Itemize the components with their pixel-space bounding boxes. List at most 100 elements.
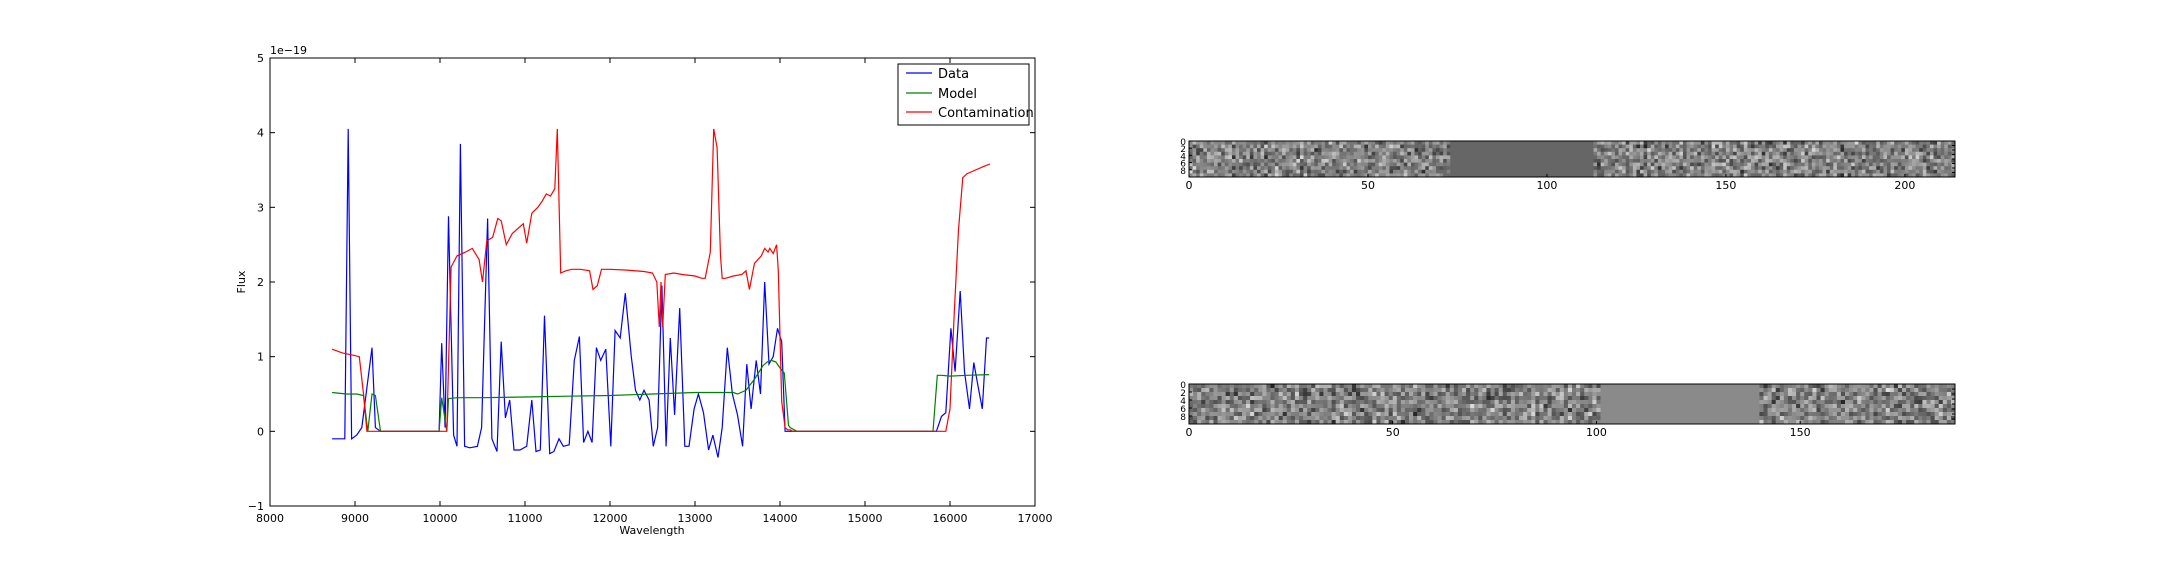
image-pixel [1189, 173, 1193, 178]
image-pixel [1829, 159, 1834, 163]
image-pixel [1246, 155, 1251, 160]
image-pixel [1461, 166, 1466, 171]
image-pixel [1350, 173, 1355, 178]
image-pixel [1527, 396, 1532, 401]
image-pixel [1371, 144, 1376, 149]
image-pixel [1804, 396, 1809, 401]
image-pixel [1673, 420, 1679, 425]
image-pixel [1510, 392, 1516, 397]
image-pixel [1209, 392, 1214, 397]
image-pixel [1933, 144, 1938, 149]
image-pixel [1286, 388, 1292, 393]
y-tick-label: 4 [1180, 397, 1186, 407]
image-pixel [1597, 162, 1602, 167]
image-pixel [1378, 155, 1383, 160]
image-pixel [1449, 404, 1455, 409]
image-pixel [1820, 416, 1826, 421]
image-pixel [1335, 148, 1340, 153]
image-pixel [1209, 408, 1214, 413]
image-pixel [1629, 169, 1634, 174]
image-pixel [1844, 400, 1850, 405]
image-pixel [1783, 388, 1789, 393]
image-pixel [1930, 388, 1936, 393]
image-pixel [1294, 396, 1300, 401]
image-pixel [1292, 169, 1297, 174]
image-pixel [1267, 173, 1272, 178]
image-pixel [1872, 148, 1877, 153]
image-pixel [1254, 420, 1259, 425]
image-pixel [1572, 400, 1577, 405]
image-pixel [1743, 166, 1748, 171]
image-pixel [1918, 420, 1923, 425]
image-pixel [1514, 416, 1520, 421]
image-pixel [1214, 155, 1219, 160]
image-pixel [1768, 144, 1773, 149]
image-pixel [1624, 388, 1630, 393]
image-pixel [1429, 396, 1434, 401]
image-pixel [1804, 404, 1809, 409]
image-pixel [1486, 420, 1491, 425]
image-pixel [1715, 166, 1720, 171]
image-pixel [1710, 420, 1715, 425]
image-pixel [1196, 169, 1201, 174]
image-pixel [1221, 404, 1227, 409]
image-pixel [1706, 392, 1711, 397]
image-pixel [1278, 151, 1283, 156]
image-pixel [1278, 148, 1283, 153]
image-pixel [1274, 404, 1280, 409]
image-pixel [1555, 388, 1561, 393]
image-pixel [1228, 141, 1233, 145]
image-pixel [1614, 162, 1619, 167]
image-pixel [1493, 162, 1498, 167]
image-pixel [1384, 396, 1390, 401]
image-pixel [1450, 166, 1455, 171]
image-pixel [1378, 144, 1383, 149]
image-pixel [1502, 400, 1508, 405]
image-pixel [1385, 166, 1390, 171]
image-pixel [1612, 396, 1618, 401]
image-pixel [1897, 144, 1902, 149]
image-pixel [1586, 155, 1591, 160]
image-pixel [1429, 400, 1434, 405]
image-pixel [1561, 141, 1566, 145]
image-pixel [1650, 144, 1655, 149]
image-pixel [1350, 144, 1355, 149]
image-pixel [1375, 148, 1380, 153]
image-pixel [1593, 155, 1598, 160]
image-pixel [1790, 144, 1795, 149]
image-pixel [1682, 392, 1687, 397]
image-pixel [1409, 392, 1414, 397]
image-pixel [1428, 166, 1433, 171]
image-pixel [1206, 159, 1211, 163]
image-pixel [1763, 396, 1768, 401]
image-pixel [1350, 162, 1355, 167]
image-pixel [1290, 392, 1296, 397]
image-pixel [1360, 396, 1365, 401]
image-pixel [1653, 396, 1658, 401]
image-pixel [1535, 420, 1540, 425]
image-pixel [1725, 144, 1730, 149]
image-pixel [1282, 159, 1287, 163]
image-pixel [1193, 392, 1198, 397]
image-pixel [1919, 166, 1924, 171]
image-pixel [1461, 400, 1467, 405]
image-pixel [1192, 162, 1197, 167]
image-pixel [1407, 144, 1412, 149]
image-pixel [1751, 384, 1756, 389]
image-pixel [1622, 169, 1627, 174]
image-pixel [1597, 141, 1602, 145]
image-pixel [1266, 392, 1271, 397]
image-pixel [1410, 166, 1415, 171]
image-pixel [1808, 400, 1813, 405]
image-pixel [1292, 162, 1297, 167]
image-pixel [1343, 408, 1349, 413]
image-pixel [1926, 408, 1931, 413]
image-pixel [1328, 162, 1333, 167]
image-pixel [1796, 408, 1801, 413]
image-pixel [1543, 400, 1548, 405]
image-pixel [1510, 400, 1516, 405]
image-pixel [1883, 169, 1888, 174]
image-pixel [1221, 159, 1226, 163]
image-pixel [1881, 416, 1887, 421]
image-pixel [1327, 392, 1332, 397]
